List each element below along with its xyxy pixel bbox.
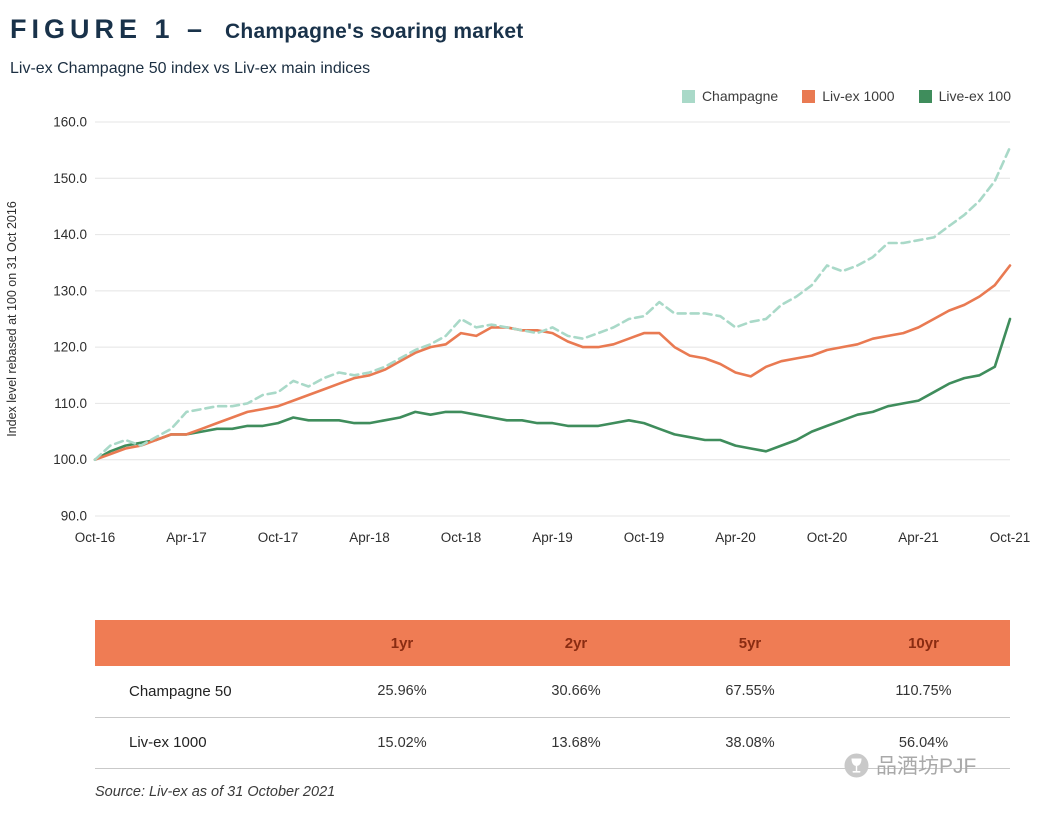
- legend-item-livex-100: Live-ex 100: [918, 88, 1011, 104]
- x-tick-label: Oct-20: [807, 530, 848, 545]
- y-axis-title: Index level rebased at 100 on 31 Oct 201…: [5, 201, 19, 437]
- x-tick-label: Apr-18: [349, 530, 390, 545]
- figure-subtitle: Liv-ex Champagne 50 index vs Liv-ex main…: [10, 60, 371, 77]
- cell-champagne-10yr: 110.75%: [837, 666, 1010, 718]
- x-tick-label: Apr-17: [166, 530, 207, 545]
- series-line-champagne: [93, 145, 1012, 462]
- series-line-liv-ex-1000: [93, 264, 1012, 462]
- chart-legend: Champagne Liv-ex 1000 Live-ex 100: [681, 88, 1011, 104]
- table-row-champagne-50: Champagne 50 25.96% 30.66% 67.55% 110.75…: [95, 666, 1010, 718]
- x-tick-label: Apr-21: [898, 530, 939, 545]
- legend-item-champagne: Champagne: [681, 88, 779, 104]
- title-line: FIGURE 1 – Champagne's soaring market: [10, 14, 1047, 45]
- x-tick-label: Oct-17: [258, 530, 299, 545]
- row-label-champagne-50: Champagne 50: [95, 666, 315, 718]
- col-header-2yr: 2yr: [564, 634, 588, 652]
- performance-table: 1yr 2yr 5yr 10yr Champagne 50 25.96% 30.…: [95, 620, 1010, 769]
- source-note: Source: Liv-ex as of 31 October 2021: [95, 784, 336, 800]
- legend-label-livex-100: Live-ex 100: [938, 88, 1011, 104]
- y-tick-label: 150.0: [53, 171, 87, 186]
- cell-livex1000-5yr: 38.08%: [663, 717, 837, 769]
- legend-swatch-livex-1000: [802, 89, 816, 103]
- y-tick-label: 110.0: [54, 396, 87, 411]
- watermark-text: 品酒坊PJF: [876, 755, 977, 778]
- y-tick-label: 130.0: [53, 283, 87, 298]
- col-header-label: [95, 620, 315, 666]
- legend-label-champagne: Champagne: [701, 88, 779, 104]
- figure-title: Champagne's soaring market: [225, 20, 524, 43]
- x-tick-label: Oct-18: [441, 530, 482, 545]
- x-tick-label: Oct-21: [990, 530, 1031, 545]
- cell-champagne-5yr: 67.55%: [663, 666, 837, 718]
- legend-item-livex-1000: Liv-ex 1000: [802, 88, 895, 104]
- line-chart: 90.0 100.0 110.0 120.0 130.0 140.0 150.0 160.0 O…: [5, 115, 1031, 546]
- legend-label-livex-1000: Liv-ex 1000: [822, 88, 895, 104]
- y-tick-label: 90.0: [61, 509, 87, 524]
- x-tick-label: Apr-19: [532, 530, 573, 545]
- y-tick-label: 140.0: [53, 227, 87, 242]
- cell-livex1000-2yr: 13.68%: [489, 717, 663, 769]
- watermark: 品酒坊PJF: [843, 750, 976, 780]
- x-tick-label: Apr-20: [715, 530, 756, 545]
- cell-champagne-2yr: 30.66%: [489, 666, 663, 718]
- series-line-live-ex-100: [93, 317, 1012, 462]
- x-tick-label: Oct-16: [75, 530, 116, 545]
- wine-glass-icon: [844, 753, 869, 777]
- figure-label: FIGURE 1 –: [10, 14, 208, 44]
- legend-swatch-livex-100: [918, 89, 932, 103]
- x-tick-label: Oct-19: [624, 530, 665, 545]
- table-row-livex-1000: Liv-ex 1000 15.02% 13.68% 38.08% 56.04%: [95, 717, 1010, 769]
- figure-header: FIGURE 1 – Champagne's soaring market Li…: [0, 0, 1047, 78]
- y-tick-label: 100.0: [53, 452, 87, 467]
- col-header-5yr: 5yr: [738, 634, 762, 652]
- table-header-row: 1yr 2yr 5yr 10yr: [95, 620, 1010, 666]
- cell-champagne-1yr: 25.96%: [315, 666, 489, 718]
- col-header-1yr: 1yr: [390, 634, 414, 652]
- y-tick-label: 120.0: [53, 340, 87, 355]
- y-tick-label: 160.0: [53, 115, 87, 130]
- col-header-10yr: 10yr: [908, 634, 939, 652]
- legend-swatch-champagne: [681, 89, 695, 103]
- row-label-livex-1000: Liv-ex 1000: [95, 717, 315, 769]
- cell-livex1000-1yr: 15.02%: [315, 717, 489, 769]
